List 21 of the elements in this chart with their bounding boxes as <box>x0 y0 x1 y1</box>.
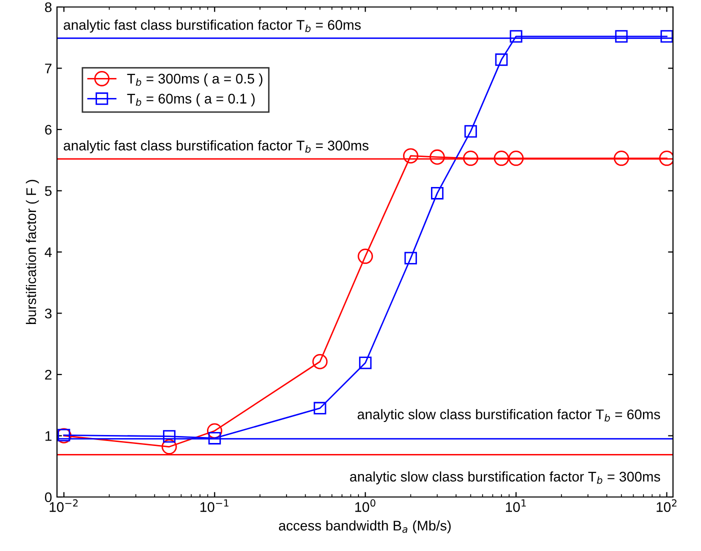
annotation: analytic slow class burstification factor T$_{b}$ = 300ms <box>350 471 660 484</box>
y-tick-label: 7 <box>45 64 52 74</box>
y-tick-label: 8 <box>45 2 52 12</box>
x-axis-title: access bandwidth B$_{a}$ (Mb/s) <box>278 520 451 534</box>
y-tick-label: 2 <box>45 370 52 380</box>
x-tick-label: 10$^{0}$ <box>355 499 376 512</box>
y-tick-label: 1 <box>45 431 52 441</box>
y-tick-label: 3 <box>44 308 52 318</box>
legend-label: T$_{b}$ = 60ms ( a = 0.1 ) <box>127 93 255 106</box>
x-tick-label: 10$^{1}$ <box>506 499 526 512</box>
y-tick-label: 6 <box>45 124 52 135</box>
y-axis-title: burstification factor ( F ) <box>26 180 39 324</box>
y-tick-label: 4 <box>44 247 52 258</box>
annotation: analytic slow class burstification factor T$_{b}$ = 60ms <box>358 409 660 422</box>
annotation: analytic fast class burstification factor T$_{b}$ = 60ms <box>64 20 361 33</box>
x-tick-label: 10$^{−1}$ <box>200 499 228 512</box>
x-tick-label: 10$^{2}$ <box>656 499 676 512</box>
y-tick-label: 5 <box>44 186 52 196</box>
legend-label: T$_{b}$ = 300ms ( a = 0.5 ) <box>127 73 262 86</box>
y-tick-label: 0 <box>44 492 52 502</box>
annotation: analytic fast class burstification factor T$_{b}$ = 300ms <box>64 140 368 154</box>
